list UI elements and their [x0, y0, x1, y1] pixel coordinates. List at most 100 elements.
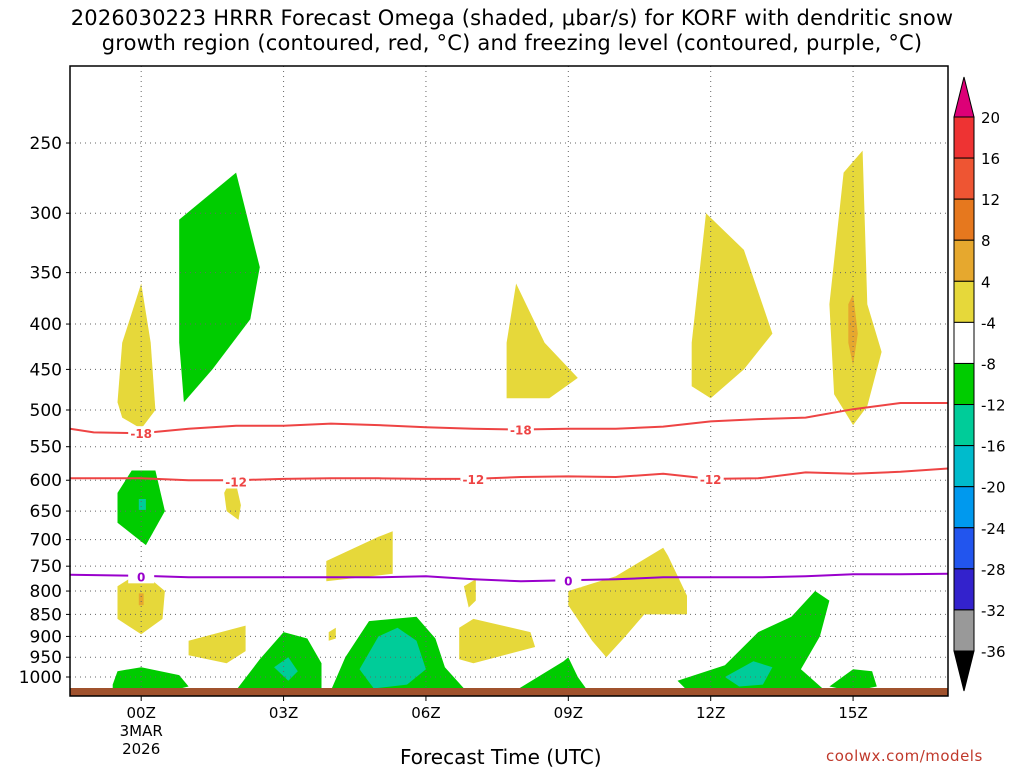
x-tick-label-09Z: 09Z [554, 704, 583, 722]
chart-title: 2026030223 HRRR Forecast Omega (shaded, … [0, 6, 1024, 56]
contour-label-0-0: 0 [137, 570, 145, 584]
y-tick-label-250: 250 [30, 134, 62, 154]
colorbar-label--20: -20 [981, 479, 1006, 497]
colorbar-label--24: -24 [981, 520, 1006, 538]
colorbar-swatch-8 [953, 239, 975, 282]
contour-line--12 [70, 467, 948, 482]
colorbar-label-20: 20 [981, 109, 1000, 127]
omega-region-down_2-16 [848, 294, 858, 366]
colorbar-swatch-12 [953, 198, 975, 241]
omega-region-down_1-3 [117, 283, 156, 429]
colorbar: 20 16 12 8 4 -4 -8 -12 -16 -20 -24 -28 -32 -36 [953, 76, 1006, 692]
x-tick-sublabel-year: 2026 [122, 740, 160, 758]
colorbar-swatch-4 [953, 280, 975, 323]
colorbar-bottom-arrow [953, 650, 975, 692]
x-tick-label-15Z: 15Z [838, 704, 867, 722]
x-tick-label-00Z: 00Z [127, 704, 156, 722]
colorbar-swatch--8 [953, 362, 975, 406]
colorbar-swatch--28 [953, 568, 975, 611]
omega-region-down_1-8 [326, 531, 393, 582]
colorbar-top-arrow [953, 76, 975, 118]
colorbar-label-8: 8 [981, 232, 991, 250]
contour-label-bg [460, 471, 487, 486]
y-tick-label-1000: 1000 [19, 668, 62, 688]
chart-title-line2: growth region (contoured, red, °C) and f… [101, 31, 923, 55]
omega-region-up_2-2 [138, 499, 146, 510]
omega-region-down_1-9 [328, 627, 336, 641]
contour-label-0-1: 0 [564, 574, 572, 588]
y-tick-label-850: 850 [30, 605, 62, 625]
y-tick-label-350: 350 [30, 264, 62, 284]
colorbar-swatch--20 [953, 486, 975, 529]
colorbar-swatch--4 [953, 321, 975, 364]
contour-line-0 [70, 572, 948, 583]
omega-region-up_1-17 [112, 667, 189, 693]
omega-region-up_2-19 [274, 657, 298, 681]
contour-label-bg [223, 474, 250, 489]
colorbar-label--4: -4 [981, 314, 996, 332]
colorbar-swatch--16 [953, 445, 975, 488]
omega-region-down_1-10 [463, 579, 476, 608]
y-tick-label-950: 950 [30, 648, 62, 668]
x-tick-label-03Z: 03Z [269, 704, 298, 722]
omega-region-up_2-21 [359, 627, 426, 689]
contour-label-bg [128, 569, 155, 584]
contour-label--18-1: -18 [510, 424, 532, 438]
x-tick-label-12Z: 12Z [696, 704, 725, 722]
y-tick-label-900: 900 [30, 627, 62, 647]
omega-region-up_2-24 [724, 661, 773, 687]
colorbar-label--8: -8 [981, 355, 996, 373]
colorbar-swatch-16 [953, 157, 975, 200]
contour-label--12-0: -12 [225, 476, 247, 490]
colorbar-label--36: -36 [981, 643, 1006, 661]
omega-region-up_1-22 [516, 657, 588, 691]
contour-label--12-2: -12 [700, 473, 722, 487]
colorbar-label-16: 16 [981, 150, 1000, 168]
y-tick-label-750: 750 [30, 557, 62, 577]
contour-label-bg [128, 426, 155, 441]
colorbar-label--28: -28 [981, 561, 1006, 579]
colorbar-label--16: -16 [981, 438, 1006, 456]
contour-label--12-1: -12 [463, 473, 485, 487]
omega-region-down_1-13 [568, 547, 687, 658]
omega-region-down_1-14 [691, 213, 773, 399]
plot-area: -18 -18 -12 -12 -12 0 0 250 300 350 400 450 500 550 60… [19, 65, 949, 758]
y-tick-label-550: 550 [30, 438, 62, 458]
omega-region-down_1-11 [459, 618, 536, 664]
omega-region-down_2-6 [138, 593, 144, 606]
y-tick-label-650: 650 [30, 502, 62, 522]
omega-region-down_1-12 [506, 283, 578, 399]
omega-region-up_1-18 [236, 632, 322, 693]
y-tick-label-450: 450 [30, 360, 62, 380]
colorbar-label-12: 12 [981, 191, 1000, 209]
y-tick-label-500: 500 [30, 401, 62, 421]
site-credit-link[interactable]: coolwx.com/models [826, 747, 983, 765]
omega-region-down_1-15 [829, 150, 882, 426]
colorbar-swatch-last [953, 609, 975, 652]
x-axis-label: Forecast Time (UTC) [400, 745, 602, 769]
contour-label--18-0: -18 [130, 427, 152, 441]
y-tick-label-600: 600 [30, 471, 62, 491]
chart-title-line1: 2026030223 HRRR Forecast Omega (shaded, … [70, 6, 954, 30]
contour-line--18 [70, 402, 948, 435]
y-tick-label-400: 400 [30, 315, 62, 335]
omega-region-down_1-7 [188, 625, 246, 664]
x-tick-sublabel-date: 3MAR [120, 722, 163, 740]
colorbar-swatch--12 [953, 404, 975, 447]
colorbar-label--12: -12 [981, 397, 1006, 415]
colorbar-label--32: -32 [981, 602, 1006, 620]
contour-label-bg [555, 573, 582, 588]
colorbar-swatch--24 [953, 527, 975, 570]
omega-region-up_1-0 [179, 172, 260, 403]
y-tick-label-800: 800 [30, 582, 62, 602]
y-tick-label-300: 300 [30, 204, 62, 224]
omega-region-up_1-25 [829, 669, 877, 692]
y-tick-label-700: 700 [30, 531, 62, 551]
plot-data-layer: -18 -18 -12 -12 -12 0 0 [70, 66, 948, 696]
contour-label-bg [697, 471, 724, 486]
x-tick-label-06Z: 06Z [411, 704, 440, 722]
omega-region-up_1-23 [677, 591, 830, 691]
colorbar-label-4: 4 [981, 273, 991, 291]
plot-frame [69, 65, 949, 697]
